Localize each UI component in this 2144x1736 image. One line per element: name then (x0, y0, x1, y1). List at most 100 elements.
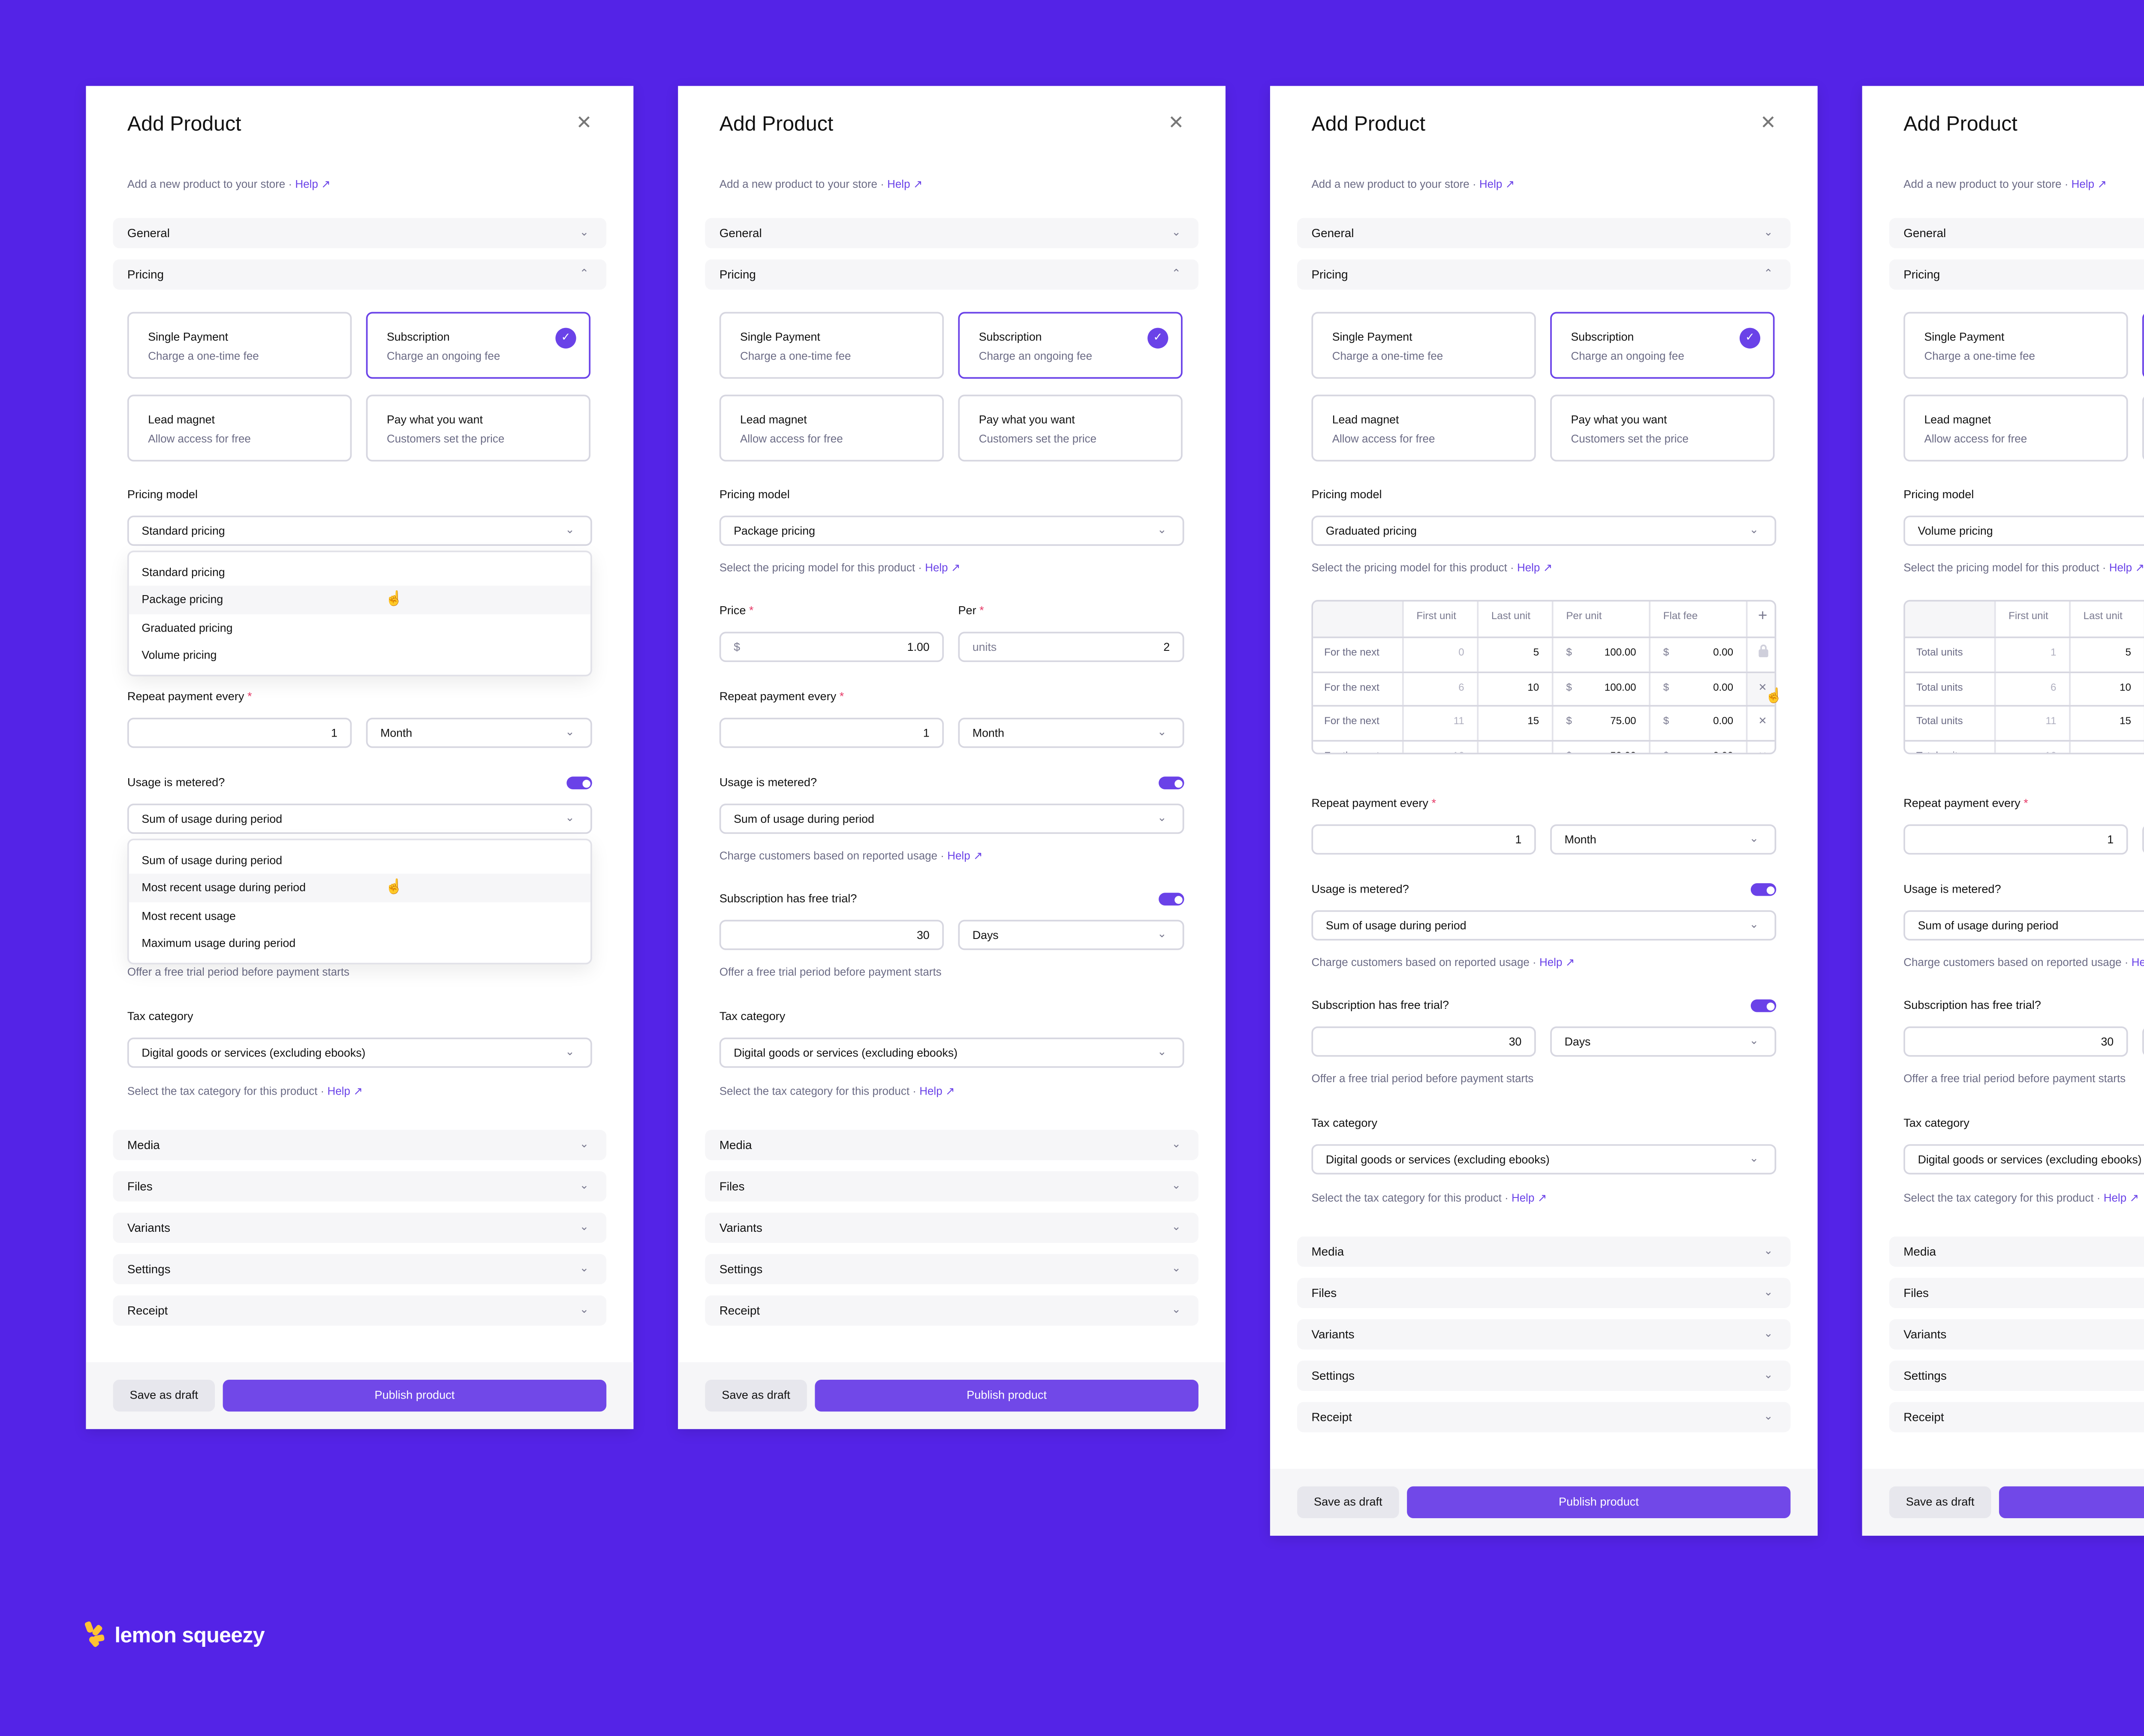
metered-select[interactable]: Sum of usage during period⌄ (1311, 910, 1776, 941)
help-link[interactable]: Help ↗ (919, 1087, 955, 1098)
dropdown-option[interactable]: Volume pricing (129, 641, 590, 668)
dropdown-option[interactable]: Package pricing (129, 586, 590, 614)
section-general[interactable]: General⌄ (705, 218, 1198, 249)
pricing-model-select[interactable]: Standard pricing⌄ (127, 516, 592, 546)
help-link[interactable]: Help ↗ (295, 180, 330, 191)
section-receipt[interactable]: Receipt⌄ (113, 1295, 607, 1326)
metered-select[interactable]: Sum of usage during period⌄ (720, 803, 1184, 834)
metered-select[interactable]: Sum of usage during period⌄ (127, 803, 592, 834)
repeat-unit-select[interactable]: Month⌄ (366, 718, 592, 748)
help-link[interactable]: Help ↗ (2132, 958, 2144, 969)
help-link[interactable]: Help ↗ (327, 1087, 362, 1098)
section-media[interactable]: Media⌄ (1889, 1237, 2144, 1267)
section-receipt[interactable]: Receipt⌄ (1297, 1402, 1791, 1432)
per-unit-input[interactable]: $75.00 (1552, 707, 1649, 740)
section-settings[interactable]: Settings⌄ (1889, 1361, 2144, 1391)
publish-button[interactable]: Publish product (223, 1380, 607, 1411)
last-unit-input[interactable]: 15 (1477, 707, 1551, 740)
metered-select[interactable]: Sum of usage during period⌄ (1903, 910, 2144, 941)
last-unit-input[interactable]: 5 (1477, 638, 1551, 671)
metered-toggle[interactable] (566, 776, 592, 789)
section-settings[interactable]: Settings⌄ (113, 1254, 607, 1285)
section-files[interactable]: Files⌄ (1297, 1278, 1791, 1308)
section-files[interactable]: Files⌄ (113, 1171, 607, 1202)
last-unit-input[interactable]: ∞ (1477, 741, 1551, 754)
section-pricing[interactable]: Pricing⌃ (1297, 259, 1791, 290)
help-link[interactable]: Help ↗ (1517, 563, 1552, 575)
save-draft-button[interactable]: Save as draft (113, 1380, 215, 1411)
section-variants[interactable]: Variants⌄ (113, 1212, 607, 1243)
publish-button[interactable]: Publish product (1999, 1486, 2144, 1518)
last-unit-input[interactable]: 5 (2069, 638, 2144, 671)
trial-length-input[interactable]: 30 (1311, 1026, 1536, 1057)
remove-tier-icon[interactable]: ✕ (1746, 741, 1777, 754)
pricing-model-select[interactable]: Graduated pricing⌄ (1311, 516, 1776, 546)
section-receipt[interactable]: Receipt⌄ (705, 1295, 1198, 1326)
tax-category-select[interactable]: Digital goods or services (excluding ebo… (1903, 1144, 2144, 1175)
section-variants[interactable]: Variants⌄ (1297, 1319, 1791, 1350)
section-pricing[interactable]: Pricing⌃ (705, 259, 1198, 290)
flat-fee-input[interactable]: $0.00 (1649, 707, 1746, 740)
trial-length-input[interactable]: 30 (1903, 1026, 2128, 1057)
section-pricing[interactable]: Pricing⌃ (113, 259, 607, 290)
section-general[interactable]: General⌄ (1889, 218, 2144, 249)
close-icon[interactable]: ✕ (576, 113, 592, 132)
trial-unit-select[interactable]: Days⌄ (2142, 1026, 2144, 1057)
per-unit-input[interactable]: $100.00 (1552, 673, 1649, 705)
save-draft-button[interactable]: Save as draft (1889, 1486, 1991, 1518)
repeat-unit-select[interactable]: Month⌄ (958, 718, 1184, 748)
close-icon[interactable]: ✕ (1168, 113, 1184, 132)
pricing-model-select[interactable]: Package pricing⌄ (720, 516, 1184, 546)
section-files[interactable]: Files⌄ (705, 1171, 1198, 1202)
save-draft-button[interactable]: Save as draft (1297, 1486, 1399, 1518)
tax-category-select[interactable]: Digital goods or services (excluding ebo… (720, 1038, 1184, 1068)
publish-button[interactable]: Publish product (1407, 1486, 1791, 1518)
pricing-model-select[interactable]: Volume pricing⌄ (1903, 516, 2144, 546)
flat-fee-input[interactable]: $0.00 (1649, 741, 1746, 754)
help-link[interactable]: Help ↗ (2104, 1194, 2139, 1205)
dropdown-option[interactable]: Most recent usage (129, 902, 590, 929)
dropdown-option[interactable]: Most recent usage during period (129, 874, 590, 902)
help-link[interactable]: Help ↗ (947, 851, 982, 863)
tax-category-select[interactable]: Digital goods or services (excluding ebo… (127, 1038, 592, 1068)
help-link[interactable]: Help ↗ (1539, 958, 1575, 969)
last-unit-input[interactable]: 10 (1477, 673, 1551, 705)
metered-toggle[interactable] (1159, 776, 1184, 789)
per-unit-input[interactable]: $100.00 (1552, 638, 1649, 671)
dropdown-option[interactable]: Maximum usage during period (129, 929, 590, 957)
help-link[interactable]: Help ↗ (1479, 180, 1515, 191)
repeat-interval-input[interactable]: 1 (1903, 824, 2128, 855)
section-variants[interactable]: Variants⌄ (705, 1212, 1198, 1243)
last-unit-input[interactable]: 15 (2069, 707, 2144, 740)
help-link[interactable]: Help ↗ (2109, 563, 2144, 575)
section-variants[interactable]: Variants⌄ (1889, 1319, 2144, 1350)
close-icon[interactable]: ✕ (1760, 113, 1776, 132)
price-input[interactable]: $1.00 (720, 632, 944, 662)
tax-category-select[interactable]: Digital goods or services (excluding ebo… (1311, 1144, 1776, 1175)
repeat-interval-input[interactable]: 1 (127, 718, 352, 748)
help-link[interactable]: Help ↗ (925, 563, 960, 575)
section-general[interactable]: General⌄ (113, 218, 607, 249)
flat-fee-input[interactable]: $0.00 (1649, 673, 1746, 705)
repeat-interval-input[interactable]: 1 (1311, 824, 1536, 855)
help-link[interactable]: Help ↗ (2072, 180, 2107, 191)
trial-toggle[interactable] (1751, 999, 1776, 1012)
repeat-unit-select[interactable]: Month⌄ (1550, 824, 1776, 855)
section-pricing[interactable]: Pricing⌃ (1889, 259, 2144, 290)
dropdown-option[interactable]: Standard pricing (129, 559, 590, 586)
repeat-unit-select[interactable]: Month⌄ (2142, 824, 2144, 855)
add-tier-icon[interactable]: + (1746, 602, 1777, 637)
trial-unit-select[interactable]: Days⌄ (1550, 1026, 1776, 1057)
